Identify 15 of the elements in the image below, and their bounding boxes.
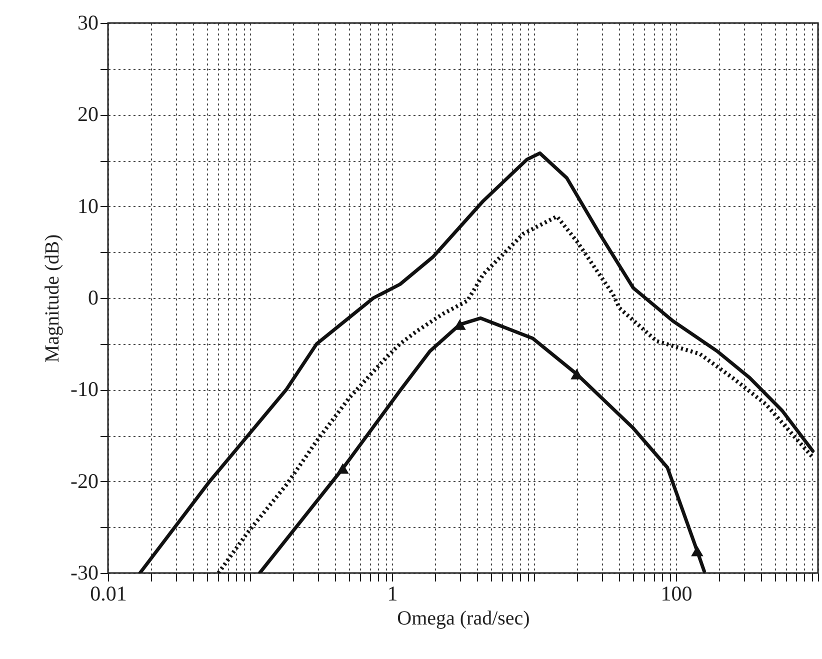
point: [691, 546, 704, 556]
point: [336, 463, 349, 474]
x-axis-title: Omega (rad/sec): [397, 608, 530, 630]
y-tick-label: -20: [70, 468, 98, 493]
point: [570, 368, 583, 380]
y-tick-label: 10: [78, 194, 98, 218]
x-tick-label: 1: [387, 582, 398, 606]
y-axis-title: Magnitude (dB): [42, 234, 64, 363]
y-tick-label: -30: [70, 560, 98, 584]
y-tick-label: 20: [78, 102, 98, 126]
x-tick-label: 100: [660, 582, 692, 606]
y-tick-label: 0: [88, 286, 98, 310]
y-tick-label: 30: [78, 10, 98, 34]
x-tick-label: 0.01: [90, 582, 127, 606]
y-tick-label: -10: [70, 377, 98, 402]
